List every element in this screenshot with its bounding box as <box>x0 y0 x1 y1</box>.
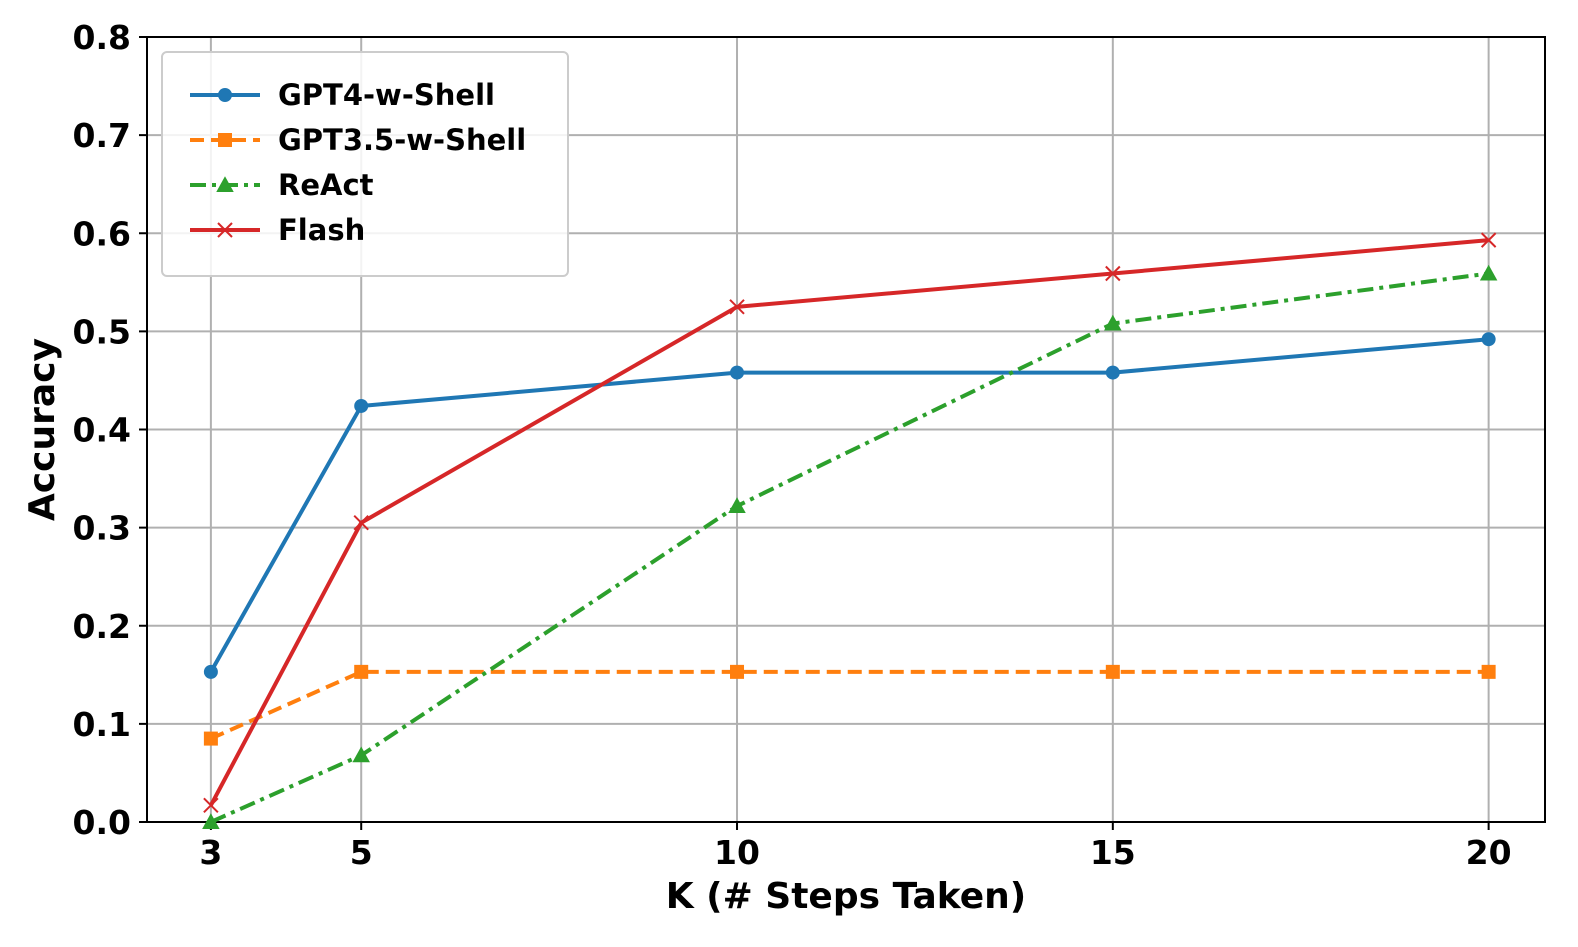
data-point-x <box>353 515 369 531</box>
data-point-square <box>203 731 218 746</box>
y-tick-label: 0.8 <box>73 18 131 57</box>
legend-item: GPT3.5-w-Shell <box>190 123 526 157</box>
legend-label: ReAct <box>278 168 374 202</box>
y-tick-label: 0.5 <box>73 312 131 351</box>
x-tick-label: 15 <box>1090 833 1136 872</box>
data-point-triangle <box>728 497 746 514</box>
legend-item: ReAct <box>190 168 374 202</box>
series-line <box>209 337 1489 673</box>
data-point-square <box>730 664 745 679</box>
x-tick-label: 20 <box>1466 833 1512 872</box>
data-point-x <box>729 299 745 315</box>
data-point-x-stroke <box>203 797 219 814</box>
data-point-circle <box>218 88 232 102</box>
x-axis-label: K (# Steps Taken) <box>666 876 1027 917</box>
data-point-triangle <box>352 746 370 763</box>
data-point-circle <box>1481 332 1496 347</box>
data-point-triangle <box>1479 264 1498 281</box>
data-point-x <box>203 797 219 814</box>
series-react <box>202 264 1498 829</box>
data-point-square <box>1481 664 1496 679</box>
data-point-square <box>354 664 369 679</box>
data-point-triangle <box>202 813 220 829</box>
series-line <box>210 669 1489 741</box>
y-axis-label: Accuracy <box>22 338 63 521</box>
legend-box <box>161 51 569 277</box>
data-point-circle <box>730 365 745 380</box>
axis-ticks: 3 5 10 15 20 0.0 0.1 0.2 0.3 0.4 0.5 0.6 0.7 0.8 <box>73 18 1512 872</box>
data-point-x-stroke <box>1480 232 1497 248</box>
data-point-x-stroke <box>353 515 369 531</box>
y-tick-label: 0.4 <box>73 411 131 450</box>
data-point-triangle <box>216 176 234 192</box>
series-gpt3-5-w-shell <box>203 664 1496 746</box>
data-point-x-stroke <box>1105 265 1121 282</box>
y-tick-label: 0.6 <box>73 214 131 253</box>
data-point-x <box>217 222 233 238</box>
x-tick-label: 5 <box>350 833 373 872</box>
data-point-circle <box>354 398 369 413</box>
x-tick-label: 10 <box>714 833 760 872</box>
data-point-circle <box>1105 365 1120 380</box>
y-tick-label: 0.1 <box>73 705 131 744</box>
legend-label: GPT3.5-w-Shell <box>278 123 526 157</box>
series-flash <box>203 232 1497 814</box>
data-point-x-stroke <box>729 299 745 315</box>
legend-label: Flash <box>278 213 365 247</box>
legend-label: GPT4-w-Shell <box>278 78 495 112</box>
legend-item: Flash <box>190 213 365 247</box>
y-tick-label: 0.2 <box>73 607 131 646</box>
y-tick-label: 0.0 <box>73 803 131 842</box>
legend-item: GPT4-w-Shell <box>190 78 495 112</box>
y-tick-label: 0.7 <box>73 116 131 155</box>
data-point-x <box>1480 232 1497 248</box>
data-point-x-stroke <box>217 222 233 238</box>
data-point-circle <box>203 664 218 679</box>
data-point-square <box>1105 664 1120 679</box>
x-tick-label: 3 <box>199 833 222 872</box>
data-point-triangle <box>1104 314 1122 331</box>
y-tick-label: 0.3 <box>73 509 131 548</box>
series-line <box>209 238 1489 807</box>
legend: GPT4-w-Shell GPT3.5-w-Shell ReAct Flash <box>161 51 569 277</box>
data-point-x <box>1105 265 1121 282</box>
data-point-square <box>218 133 232 147</box>
series-group <box>202 232 1498 829</box>
series-gpt4-w-shell <box>203 332 1496 679</box>
